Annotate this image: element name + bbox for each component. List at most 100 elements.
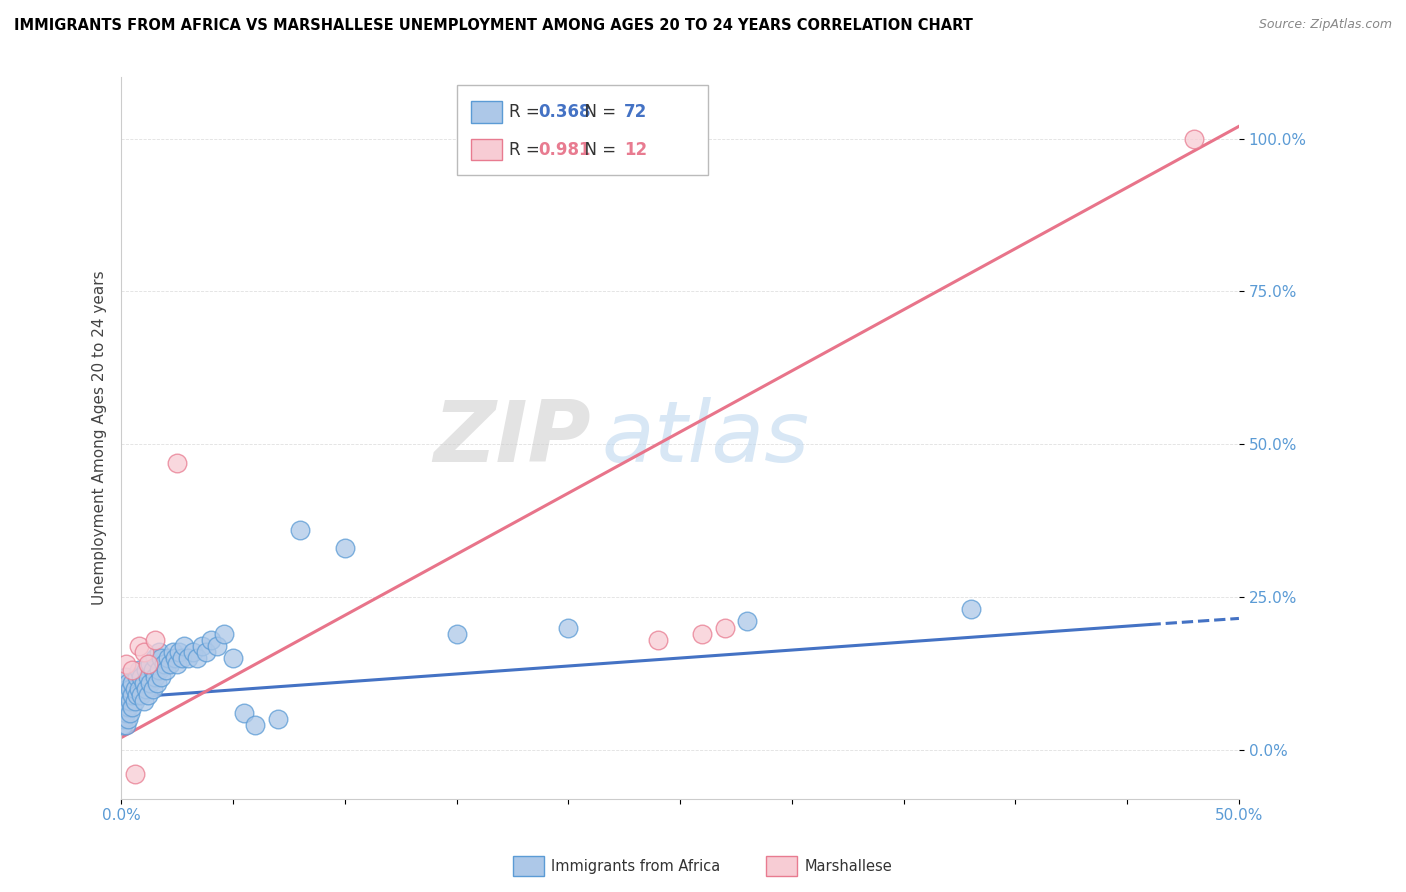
Point <box>139 657 162 672</box>
Point <box>166 657 188 672</box>
Point <box>117 688 139 702</box>
Point <box>446 626 468 640</box>
Point <box>557 621 579 635</box>
Point <box>152 657 174 672</box>
Point <box>121 688 143 702</box>
Point <box>117 712 139 726</box>
Point <box>132 645 155 659</box>
Point <box>121 664 143 678</box>
Point <box>173 639 195 653</box>
Point <box>735 615 758 629</box>
Text: 0.368: 0.368 <box>538 103 591 121</box>
Point <box>139 675 162 690</box>
Point <box>143 669 166 683</box>
Point <box>148 664 170 678</box>
Point <box>267 712 290 726</box>
Point <box>121 700 143 714</box>
FancyBboxPatch shape <box>457 85 709 175</box>
Point <box>125 669 148 683</box>
Text: Marshallese: Marshallese <box>804 859 891 873</box>
Text: N =: N = <box>574 141 621 159</box>
Text: 72: 72 <box>624 103 647 121</box>
Point <box>125 688 148 702</box>
Point <box>692 626 714 640</box>
Point <box>186 651 208 665</box>
Point <box>124 767 146 781</box>
Point <box>959 602 981 616</box>
Point <box>120 681 142 696</box>
Point <box>121 675 143 690</box>
Point <box>131 688 153 702</box>
Point <box>200 632 222 647</box>
Point <box>222 651 245 665</box>
Point <box>128 664 150 678</box>
Point <box>212 626 235 640</box>
Point <box>233 706 256 721</box>
Text: IMMIGRANTS FROM AFRICA VS MARSHALLESE UNEMPLOYMENT AMONG AGES 20 TO 24 YEARS COR: IMMIGRANTS FROM AFRICA VS MARSHALLESE UN… <box>14 18 973 33</box>
Text: ZIP: ZIP <box>433 397 591 480</box>
Point <box>114 718 136 732</box>
Point <box>124 694 146 708</box>
Text: R =: R = <box>509 141 546 159</box>
Point <box>150 669 173 683</box>
Text: Immigrants from Africa: Immigrants from Africa <box>551 859 720 873</box>
Point <box>150 651 173 665</box>
Point <box>166 456 188 470</box>
Point <box>148 645 170 659</box>
Point <box>170 651 193 665</box>
Text: R =: R = <box>509 103 546 121</box>
Point <box>159 657 181 672</box>
Point <box>112 712 135 726</box>
Point <box>157 651 180 665</box>
Point <box>245 718 267 732</box>
Point <box>146 675 169 690</box>
Point <box>169 645 191 659</box>
Point <box>120 706 142 721</box>
Point <box>1182 131 1205 145</box>
Point <box>112 688 135 702</box>
Point <box>143 632 166 647</box>
Point <box>132 675 155 690</box>
Point <box>181 645 204 659</box>
Point <box>114 681 136 696</box>
Point <box>112 718 135 732</box>
Point <box>124 681 146 696</box>
Point <box>114 669 136 683</box>
Point <box>155 664 177 678</box>
Point <box>128 681 150 696</box>
Point <box>207 639 229 653</box>
Point <box>195 645 218 659</box>
Point <box>114 657 136 672</box>
Point <box>132 694 155 708</box>
Point <box>112 700 135 714</box>
Point <box>141 664 163 678</box>
Point <box>128 639 150 653</box>
Point <box>131 669 153 683</box>
Point <box>136 669 159 683</box>
Point <box>117 700 139 714</box>
Point <box>120 694 142 708</box>
Text: atlas: atlas <box>602 397 810 480</box>
Point <box>162 645 184 659</box>
Point <box>114 706 136 721</box>
Text: 0.981: 0.981 <box>538 141 591 159</box>
Point <box>141 681 163 696</box>
Point <box>135 664 157 678</box>
Text: 12: 12 <box>624 141 647 159</box>
Point <box>288 523 311 537</box>
Y-axis label: Unemployment Among Ages 20 to 24 years: Unemployment Among Ages 20 to 24 years <box>93 271 107 606</box>
Point <box>114 694 136 708</box>
Text: Source: ZipAtlas.com: Source: ZipAtlas.com <box>1258 18 1392 31</box>
Point <box>117 675 139 690</box>
FancyBboxPatch shape <box>471 102 502 123</box>
Point <box>163 651 186 665</box>
FancyBboxPatch shape <box>471 139 502 161</box>
Point <box>136 657 159 672</box>
Point <box>136 688 159 702</box>
Text: N =: N = <box>574 103 621 121</box>
Point <box>190 639 212 653</box>
Point <box>333 541 356 555</box>
Point <box>177 651 200 665</box>
Point <box>647 632 669 647</box>
Point <box>135 681 157 696</box>
